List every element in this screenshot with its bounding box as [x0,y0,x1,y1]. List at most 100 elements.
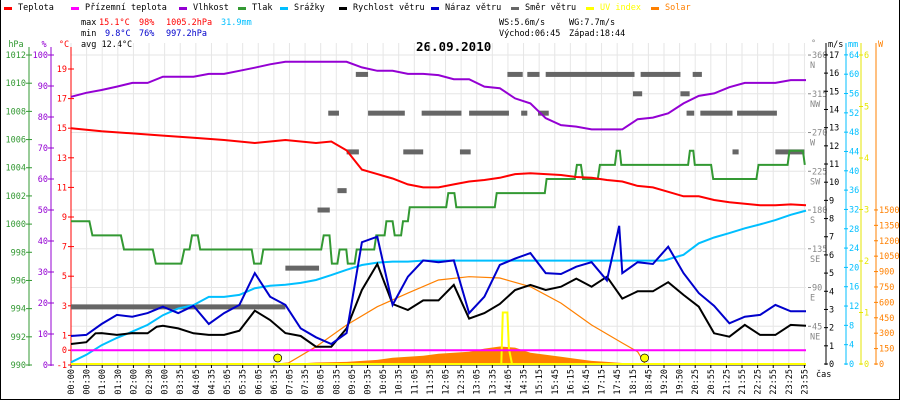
uv-tick-label: 5 [864,103,869,113]
wind-tick-label: 12 [829,142,839,152]
stat-max-pressure: 1005.2hPa [166,18,213,28]
humidity-tick-label: 90 [38,82,48,92]
x-tick-label: 06:35 [270,369,280,395]
rain-tick-label: 56 [849,90,859,100]
x-tick-label: 23:25 [785,369,795,395]
wind-direction-segment [545,71,635,77]
x-tick-label: 02:30 [145,369,155,395]
pressure-tick-label: 994 [11,305,26,315]
wind-direction-segment [632,91,643,97]
legend-label: Vlhkost [193,3,229,13]
wind-direction-segment [737,110,777,116]
stat-max-temp: 15.1°C [99,18,130,28]
pressure-tick-label: 1012 [6,51,26,61]
temperature-tick-label: 0 [62,346,67,356]
direction-tick-label: 90 [812,284,822,294]
wind-direction-segment [368,110,405,116]
x-tick-label: 20:55 [707,369,717,395]
wind-direction-segment [71,304,286,310]
direction-tick-label: 270 [812,129,827,139]
wind-direction-segment [421,110,462,116]
x-tick-label: 10:35 [395,369,405,395]
legend-label: Teplota [18,3,54,13]
solar-tick-label: 1500 [879,206,899,216]
legend-item: Náraz větru [431,3,501,13]
direction-tick-label: 315 [812,90,827,100]
rain-tick-label: 20 [849,263,859,273]
legend-item: Přízemní teplota [71,3,167,13]
legend-item: Směr větru [511,3,576,13]
legend-label: Srážky [294,3,325,13]
wind-direction-segment [686,110,695,116]
stat-avg: avg 12.4°C [81,40,133,50]
stat-rain: 31.9mm [221,18,252,28]
direction-compass-label: E [810,294,815,304]
sunrise-marker [273,353,283,363]
pressure-tick-label: 1010 [6,79,26,89]
pressure-tick-label: 1000 [6,220,26,230]
wind-tick-label: 14 [829,105,839,115]
x-tick-label: 09:35 [363,369,373,395]
humidity-tick-label: 20 [38,299,48,309]
solar-tick-label: 450 [879,314,894,324]
wind-tick-label: 11 [829,160,839,170]
x-tick-label: 03:35 [176,369,186,395]
wind-tick-label: 6 [829,251,834,261]
x-tick-label: 19:50 [676,369,686,395]
legend-item: Teplota [4,3,54,13]
stat-min-label: min [81,29,97,39]
direction-compass-label: SE [810,255,820,265]
rain-axis-title: mm [848,40,858,50]
rain-tick-label: 4 [849,341,854,351]
uv-tick-label: 3 [864,206,869,216]
direction-tick-label: 360 [812,51,827,61]
x-tick-label: 15:45 [551,369,561,395]
direction-compass-label: NE [810,332,820,342]
x-tick-label: 17:45 [613,369,623,395]
pressure-tick-label: 1006 [6,136,26,146]
x-tick-label: 12:35 [457,369,467,395]
solar-tick-label: 1200 [879,237,899,247]
series-line-3 [71,149,806,265]
legend-label: UV index [600,3,641,13]
x-tick-label: 10:05 [379,369,389,395]
rain-tick-label: 64 [849,51,859,61]
stat-sunrise: Východ:06:45 [499,29,561,39]
x-tick-label: 23:55 [800,369,810,395]
direction-axis-title: ° [811,39,816,49]
pressure-tick-label: 1004 [6,164,26,174]
uv-tick-label: 4 [864,154,869,164]
wind-axis-title: m/s [828,40,843,50]
legend-item: UV index [586,3,641,13]
x-tick-label: 07:05 [285,369,295,395]
grid [70,43,806,366]
series-line-8 [277,276,646,365]
series-line-5 [70,261,807,348]
humidity-tick-label: 30 [38,268,48,278]
legend-swatch [280,6,288,10]
temperature-tick-label: 15 [57,124,67,134]
wind-direction-segment [469,110,509,116]
wind-direction-segment [285,265,320,271]
x-tick-label: 00:00 [67,369,77,395]
x-tick-label: 18:15 [629,369,639,395]
uv-tick-label: 0 [864,360,869,370]
temperature-tick-label: 9 [62,213,67,223]
x-tick-label: 02:00 [129,369,139,395]
x-tick-label: 21:25 [722,369,732,395]
wind-tick-label: 3 [829,305,834,315]
wind-tick-label: 8 [829,215,834,225]
stat-max-label: max [81,18,97,28]
x-tick-label: 13:05 [473,369,483,395]
temperature-tick-label: 7 [62,243,67,253]
humidity-tick-label: 10 [38,330,48,340]
stat-wind-speed: WS:5.6m/s [499,18,546,28]
wind-direction-segment [700,110,733,116]
x-axis-label: čas [816,369,831,380]
series-line-4 [70,209,807,364]
direction-compass-label: NW [810,100,821,110]
rain-tick-label: 24 [849,244,859,254]
temperature-tick-label: 5 [62,272,67,282]
legend-swatch [339,6,347,10]
